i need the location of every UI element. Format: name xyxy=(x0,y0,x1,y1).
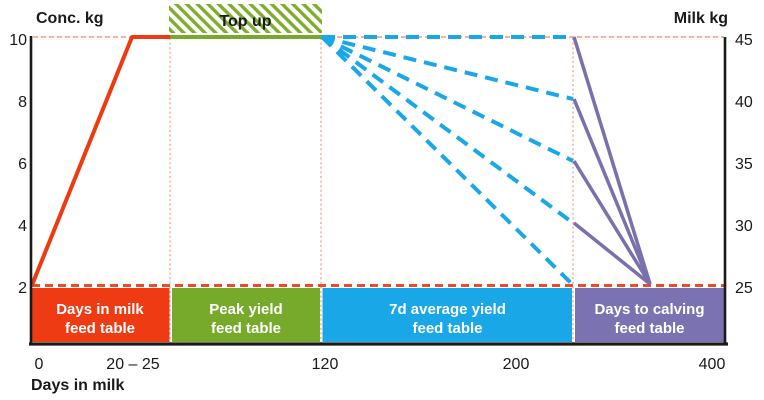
left-axis-title: Conc. kg xyxy=(36,10,104,27)
x-tick: 400 xyxy=(699,356,726,373)
right-tick: 35 xyxy=(735,156,753,173)
series-layer xyxy=(30,35,652,287)
right-tick: 40 xyxy=(735,94,753,111)
band-labels: Days in milk feed table Peak yield feed … xyxy=(56,301,704,337)
left-tick: 6 xyxy=(18,156,27,173)
right-axis-ticks: 45 40 35 30 25 xyxy=(735,32,753,297)
series-7d-average-projection xyxy=(320,35,575,225)
top-up-band xyxy=(169,4,322,33)
right-tick: 45 xyxy=(735,32,753,49)
x-tick: 200 xyxy=(503,356,530,373)
band-label-line: feed table xyxy=(211,320,281,337)
x-tick: 120 xyxy=(312,356,339,373)
x-axis-title: Days in milk xyxy=(31,377,124,394)
x-axis-ticks: 0 20 – 25 120 200 400 xyxy=(35,356,726,373)
right-axis-title: Milk kg xyxy=(674,10,728,27)
band-7d-average xyxy=(322,288,572,342)
series-7d-average-projection xyxy=(320,35,575,287)
series-7d-average-projection xyxy=(321,35,574,101)
axes xyxy=(29,36,728,346)
x-tick: 20 – 25 xyxy=(106,356,159,373)
series-days-to-calving-taper xyxy=(572,98,652,285)
right-tick: 30 xyxy=(735,218,753,235)
band-label-line: feed table xyxy=(614,320,684,337)
band-days-to-calving xyxy=(575,288,725,342)
left-axis-ticks: 10 8 6 4 2 xyxy=(9,32,27,297)
band-days-in-milk xyxy=(31,288,170,342)
series-days-to-calving-taper xyxy=(572,221,652,286)
left-tick: 8 xyxy=(18,94,27,111)
band-label-line: Days to calving xyxy=(594,301,704,318)
left-tick: 4 xyxy=(18,218,27,235)
band-peak-yield xyxy=(172,288,320,342)
right-tick: 25 xyxy=(735,280,753,297)
x-tick: 0 xyxy=(35,356,44,373)
band-label-line: 7d average yield xyxy=(389,301,506,318)
feed-table-bands xyxy=(31,288,725,342)
band-label-line: feed table xyxy=(65,320,135,337)
left-tick: 2 xyxy=(18,280,27,297)
left-tick: 10 xyxy=(9,32,27,49)
series-days-to-calving-taper xyxy=(572,36,652,285)
band-label-line: Peak yield xyxy=(209,301,282,318)
series-days-to-calving-taper xyxy=(572,160,652,285)
top-up-label: Top up xyxy=(219,13,271,30)
band-boundary-dotted-lines xyxy=(169,38,574,343)
band-label-line: Days in milk xyxy=(56,301,144,318)
series-7d-average-projection xyxy=(321,35,574,163)
band-label-line: feed table xyxy=(412,320,482,337)
series-days-in-milk-ramp xyxy=(30,35,170,286)
